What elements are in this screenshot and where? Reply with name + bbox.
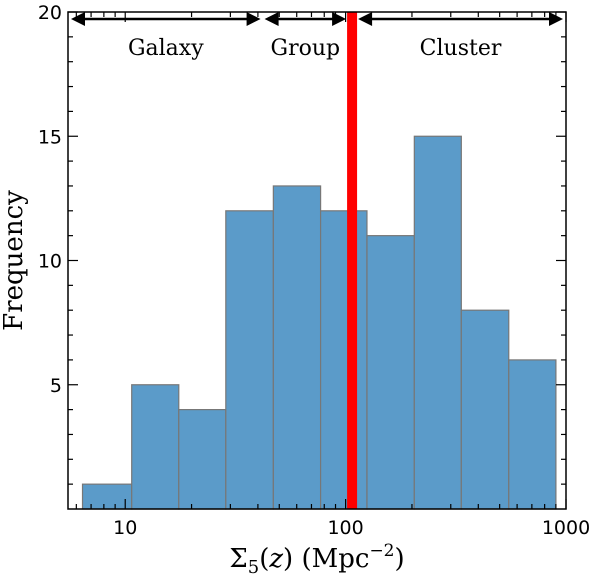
histogram-bar [178, 409, 227, 510]
y-tick-label: 20 [38, 2, 62, 24]
y-axis-label: Frequency [0, 190, 29, 331]
region-arrow-head-right [246, 12, 261, 26]
histogram-bar [131, 384, 180, 510]
histogram-bar [508, 359, 557, 510]
x-tick-label: 100 [327, 517, 363, 539]
x-tick-label: 1000 [542, 517, 590, 539]
histogram-bar [319, 210, 368, 510]
ticks-group: 10 100 1000 5 10 15 20 [38, 2, 590, 539]
y-tick-label: 15 [38, 126, 62, 148]
y-tick-label: 10 [38, 251, 62, 273]
overlays-group: Galaxy Group Cluster [71, 12, 563, 509]
histogram-bar [272, 185, 322, 510]
y-tick-label: 5 [50, 375, 62, 397]
x-tick-label: 10 [113, 517, 137, 539]
region-label-group: Group [271, 36, 341, 61]
region-label-galaxy: Galaxy [128, 36, 204, 61]
region-arrow-head-right [549, 12, 563, 26]
histogram-bar [225, 210, 274, 510]
region-arrow-head-left [71, 12, 85, 26]
region-arrow-head-left [264, 12, 279, 26]
region-arrow-head-left [358, 12, 373, 26]
region-arrow-head-right [332, 12, 347, 26]
histogram-bar [366, 235, 415, 510]
histogram-bar [81, 483, 133, 510]
histogram-bar [460, 309, 510, 510]
x-axis-label: Σ5(z) (Mpc−2) [229, 541, 404, 575]
histogram-bar [413, 135, 462, 510]
bars-group [81, 135, 557, 510]
region-label-cluster: Cluster [420, 36, 502, 61]
